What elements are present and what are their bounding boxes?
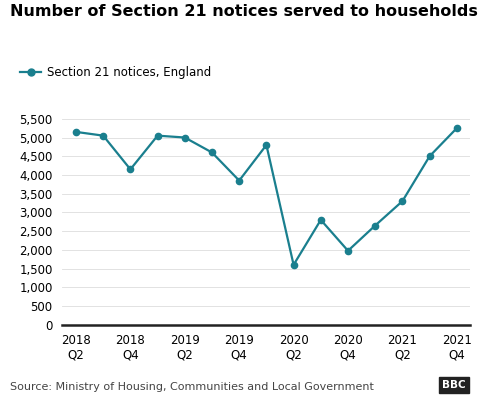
Legend: Section 21 notices, England: Section 21 notices, England: [15, 61, 216, 84]
Text: Number of Section 21 notices served to households: Number of Section 21 notices served to h…: [10, 4, 478, 19]
Text: BBC: BBC: [442, 380, 466, 390]
Text: Source: Ministry of Housing, Communities and Local Government: Source: Ministry of Housing, Communities…: [10, 382, 373, 392]
